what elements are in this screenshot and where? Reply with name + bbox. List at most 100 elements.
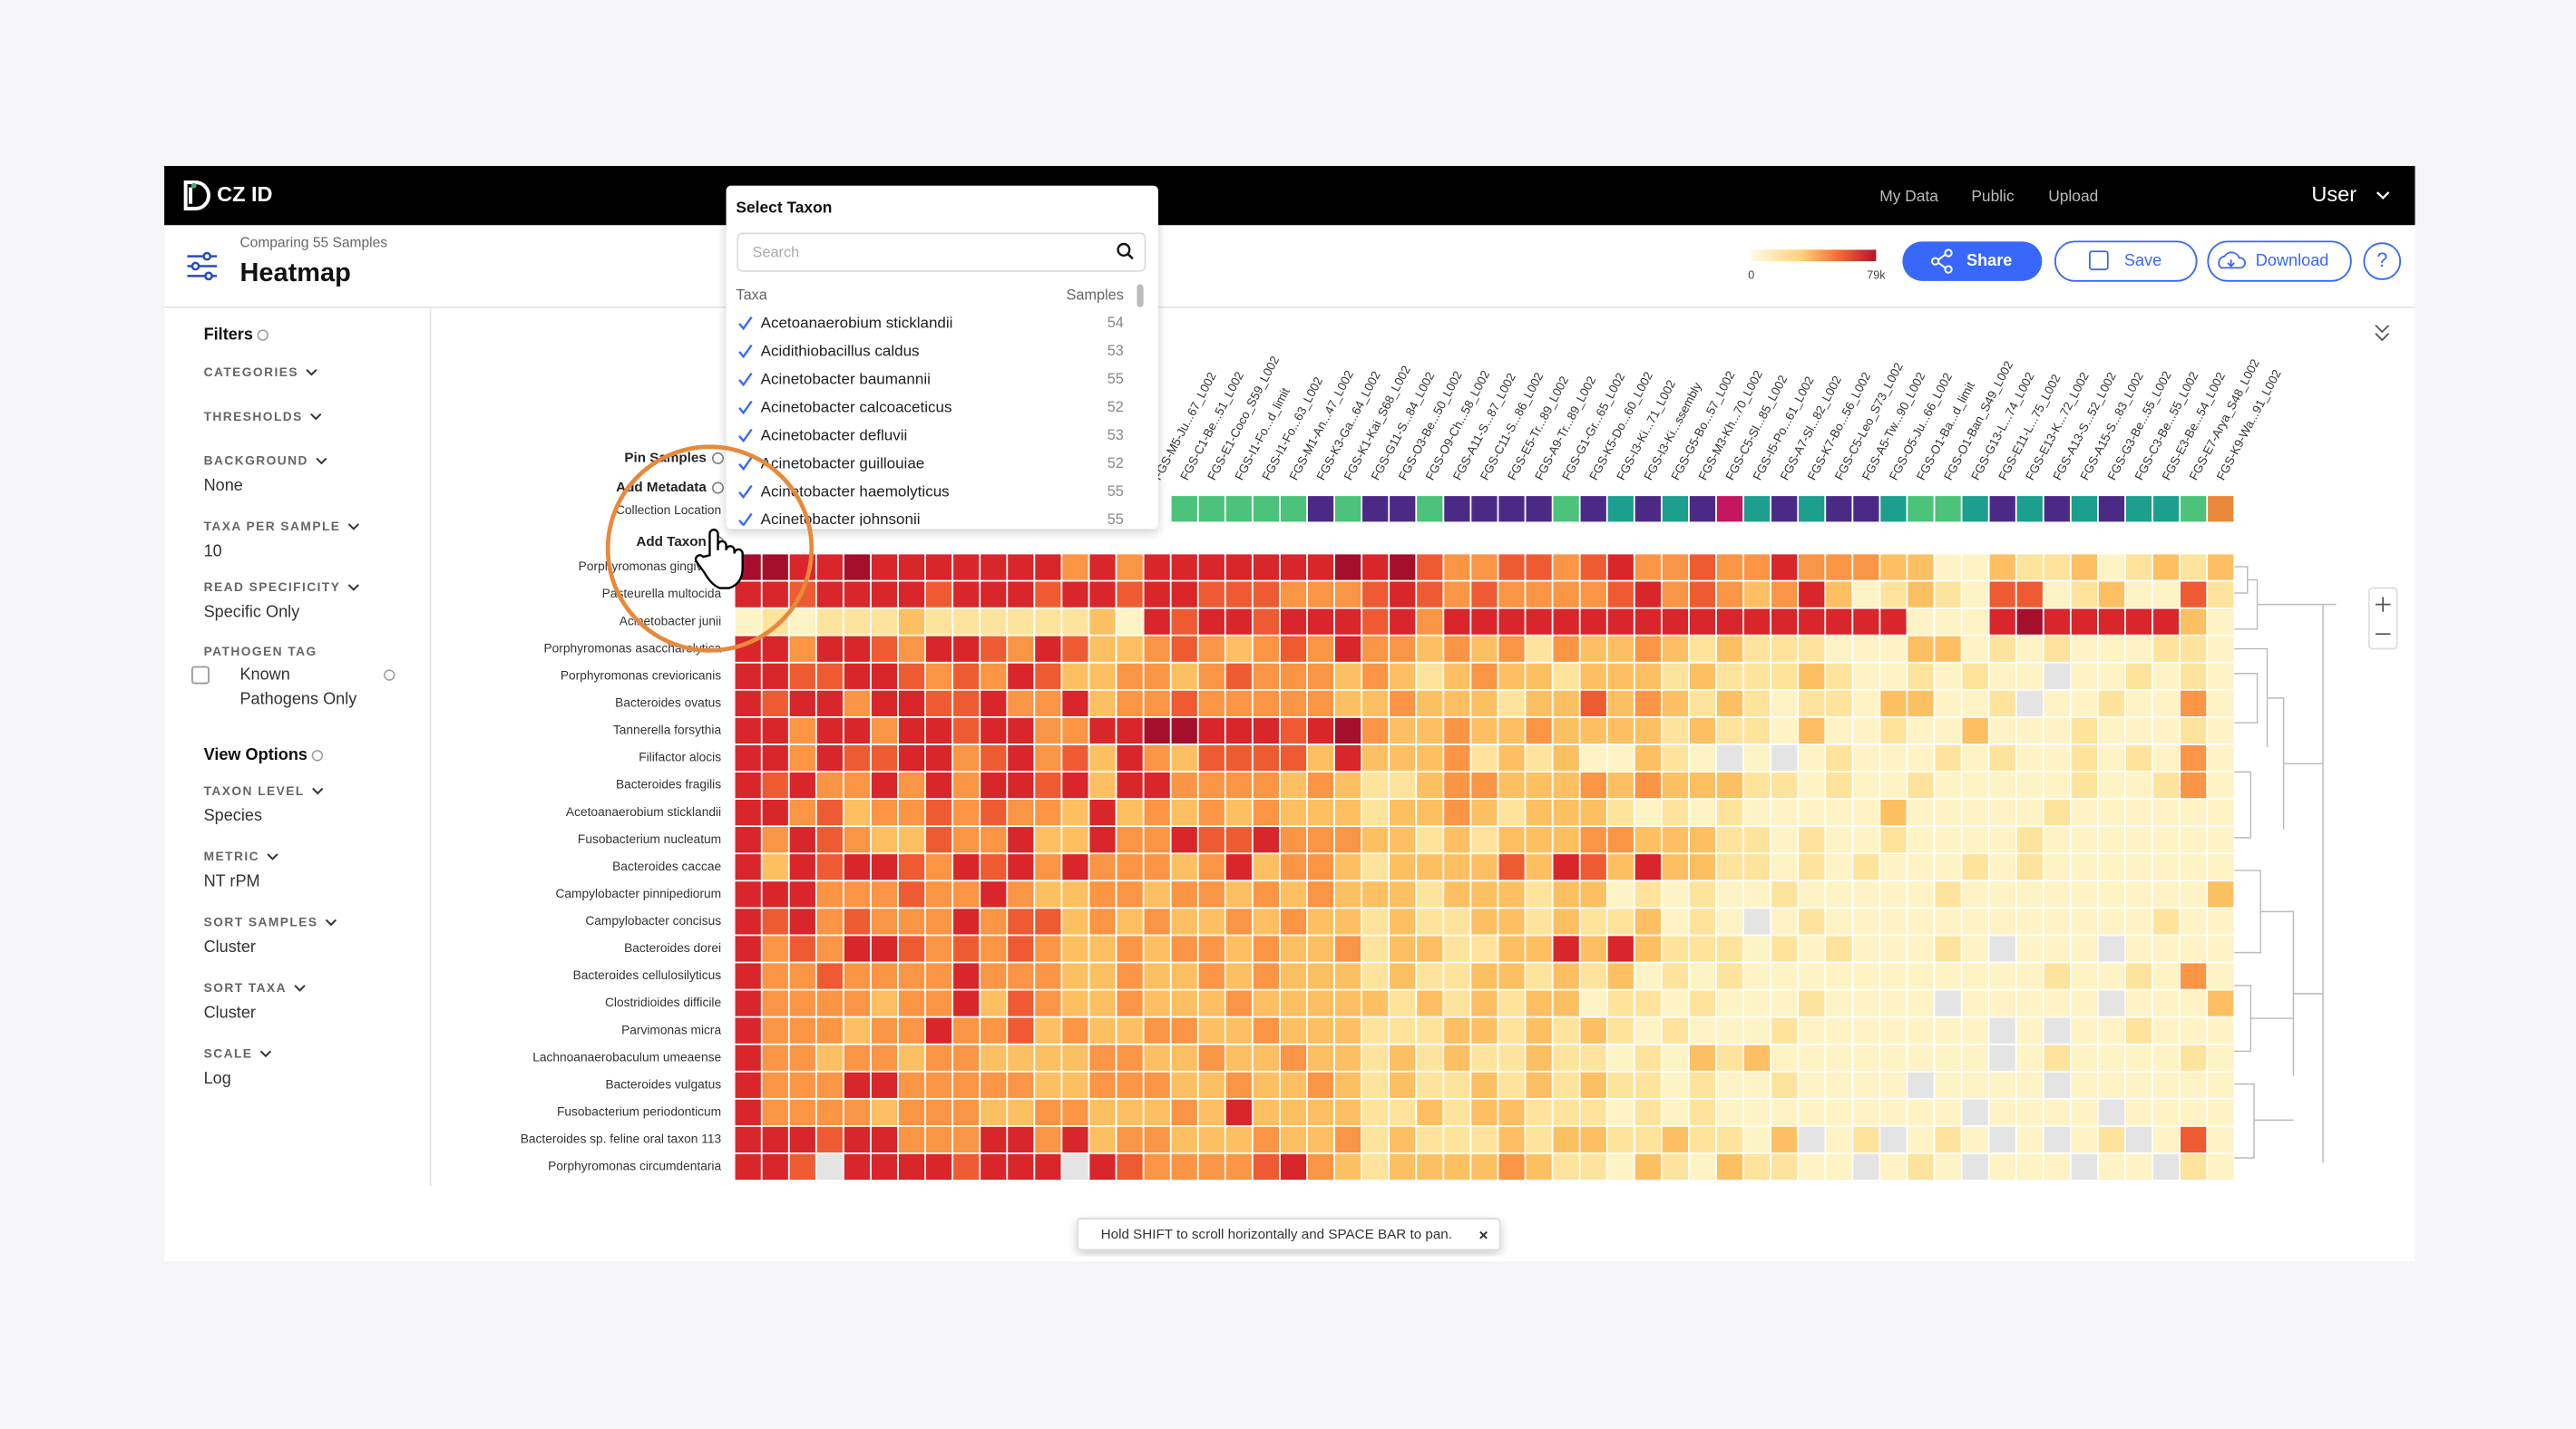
user-menu[interactable]: User	[2311, 182, 2356, 206]
scrollbar[interactable]	[1137, 284, 1144, 307]
taxon-option[interactable]: Acinetobacter calcoaceticus	[761, 398, 952, 415]
heatmap-cell	[1390, 690, 1416, 716]
taxon-label[interactable]: Bacteroides vulgatus	[605, 1077, 721, 1091]
dropdown-chevron[interactable]	[310, 413, 322, 421]
zoom-in[interactable]	[2376, 597, 2391, 612]
dropdown-chevron[interactable]	[267, 853, 278, 860]
taxon-label[interactable]: Campylobacter concisus	[585, 914, 721, 928]
heatmap-cell	[1553, 1045, 1579, 1071]
search-box[interactable]	[737, 232, 1147, 272]
filter-label[interactable]: BACKGROUND	[204, 454, 308, 468]
check-mark[interactable]	[738, 456, 753, 471]
nav-link[interactable]: My Data	[1879, 187, 1938, 205]
filter-label[interactable]: CATEGORIES	[204, 365, 298, 379]
taxon-label[interactable]: Clostridioides difficile	[605, 996, 721, 1009]
checkbox[interactable]	[191, 666, 210, 685]
taxon-label[interactable]: Tannerella forsythia	[613, 724, 722, 737]
download-button[interactable]	[2207, 240, 2352, 282]
taxon-label[interactable]: Porphyromonas gingivalis	[579, 559, 722, 573]
taxon-label[interactable]: Pasteurella multocida	[602, 587, 722, 600]
heatmap-cell	[1334, 663, 1361, 689]
collapse-icon[interactable]	[2375, 325, 2390, 342]
settings-icon[interactable]	[187, 251, 218, 281]
filter-label[interactable]: PATHOGEN TAG	[204, 645, 317, 658]
toast-close[interactable]	[1479, 1230, 1488, 1239]
taxon-option[interactable]: Acinetobacter johnsonii	[761, 510, 921, 528]
check-mark[interactable]	[738, 512, 753, 526]
metadata-cell	[1225, 496, 1252, 522]
heatmap-cell	[1444, 636, 1470, 662]
heatmap-cell	[2181, 909, 2207, 935]
brand[interactable]: CZ ID	[217, 182, 272, 206]
filter-label[interactable]: TAXA PER SAMPLE	[204, 520, 341, 533]
add-icon[interactable]	[711, 452, 725, 464]
taxon-label[interactable]: Campylobacter pinnipediorum	[555, 887, 721, 900]
taxon-label[interactable]: Bacteroides sp. feline oral taxon 113	[521, 1133, 722, 1146]
heatmap-cell	[1417, 827, 1443, 853]
taxon-option[interactable]: Acinetobacter guillouiae	[761, 454, 925, 471]
taxon-option[interactable]: Acinetobacter haemolyticus	[761, 482, 950, 500]
heatmap-cell	[1062, 1045, 1088, 1071]
taxon-label[interactable]: Acetoanaerobium sticklandii	[566, 805, 721, 819]
heatmap-cell	[1280, 554, 1307, 580]
check-mark[interactable]	[738, 484, 753, 500]
heatmap-cell	[1171, 1153, 1197, 1181]
share-button[interactable]	[1902, 241, 2043, 281]
taxon-label[interactable]: Porphyromonas crevioricanis	[561, 668, 721, 682]
heatmap-cell	[1144, 663, 1170, 689]
check-mark[interactable]	[738, 372, 753, 387]
heatmap-cell	[925, 1045, 952, 1071]
dropdown-chevron[interactable]	[306, 368, 317, 376]
heatmap-cell	[762, 827, 788, 853]
heatmap-cell	[1117, 1099, 1143, 1125]
check-mark[interactable]	[738, 316, 753, 331]
heatmap-cell	[1171, 854, 1197, 880]
filter-label[interactable]: SORT SAMPLES	[204, 916, 318, 929]
dropdown-chevron[interactable]	[294, 985, 306, 992]
taxon-label[interactable]: Filifactor alocis	[639, 751, 721, 764]
filter-label[interactable]: SORT TAXA	[204, 981, 287, 995]
check-mark[interactable]	[738, 400, 753, 415]
taxon-option[interactable]: Acinetobacter baumannii	[761, 370, 931, 387]
taxon-label[interactable]: Porphyromonas circumdentaria	[548, 1160, 721, 1173]
help-button[interactable]	[2363, 242, 2402, 280]
dropdown-chevron[interactable]	[316, 457, 327, 465]
taxon-label[interactable]: Lachnoanaerobaculum umeaense	[532, 1050, 721, 1064]
dropdown-chevron[interactable]	[347, 523, 360, 530]
check-mark[interactable]	[738, 344, 753, 359]
heatmap-cell	[1826, 909, 1852, 935]
filter-label[interactable]: SCALE	[204, 1047, 253, 1061]
heatmap-cell	[1253, 744, 1280, 772]
filter-label[interactable]: METRIC	[204, 850, 259, 863]
nav-link[interactable]: Public	[1971, 187, 2015, 205]
heatmap-cell	[1716, 608, 1743, 635]
heatmap-cell	[1362, 663, 1389, 689]
filter-label[interactable]: TAXON LEVEL	[204, 784, 305, 798]
filter-label[interactable]: THRESHOLDS	[204, 410, 303, 423]
taxon-label[interactable]: Bacteroides fragilis	[616, 778, 721, 792]
heatmap-cell	[1853, 1153, 1879, 1181]
heatmap-control[interactable]: Add Taxon	[636, 534, 706, 549]
nav-link[interactable]: Upload	[2048, 187, 2098, 205]
taxon-option[interactable]: Acetoanaerobium sticklandii	[761, 314, 953, 331]
taxon-label[interactable]: Bacteroides ovatus	[615, 696, 721, 710]
dropdown-chevron[interactable]	[347, 584, 360, 591]
heatmap-control[interactable]: Add Metadata	[616, 480, 707, 495]
heatmap-cell	[2016, 772, 2043, 799]
dropdown-chevron[interactable]	[259, 1050, 272, 1058]
heatmap-cell	[1089, 854, 1116, 880]
taxon-label[interactable]: Bacteroides dorei	[624, 941, 721, 955]
taxon-label[interactable]: Fusobacterium nucleatum	[578, 832, 721, 846]
taxon-label[interactable]: Bacteroides cellulosilyticus	[573, 968, 722, 982]
taxon-option[interactable]: Acidithiobacillus caldus	[761, 342, 920, 359]
filter-label[interactable]: READ SPECIFICITY	[204, 580, 341, 594]
taxon-label[interactable]: Fusobacterium periodonticum	[557, 1105, 721, 1119]
taxon-option[interactable]: Acinetobacter defluvii	[761, 426, 908, 443]
check-mark[interactable]	[738, 428, 753, 443]
heatmap-cell	[1062, 636, 1088, 662]
taxon-label[interactable]: Bacteroides caccae	[612, 860, 721, 873]
taxon-label[interactable]: Parvimonas micra	[621, 1023, 721, 1036]
dropdown-chevron[interactable]	[312, 787, 324, 795]
dropdown-chevron[interactable]	[325, 919, 337, 927]
add-icon[interactable]	[711, 481, 725, 494]
